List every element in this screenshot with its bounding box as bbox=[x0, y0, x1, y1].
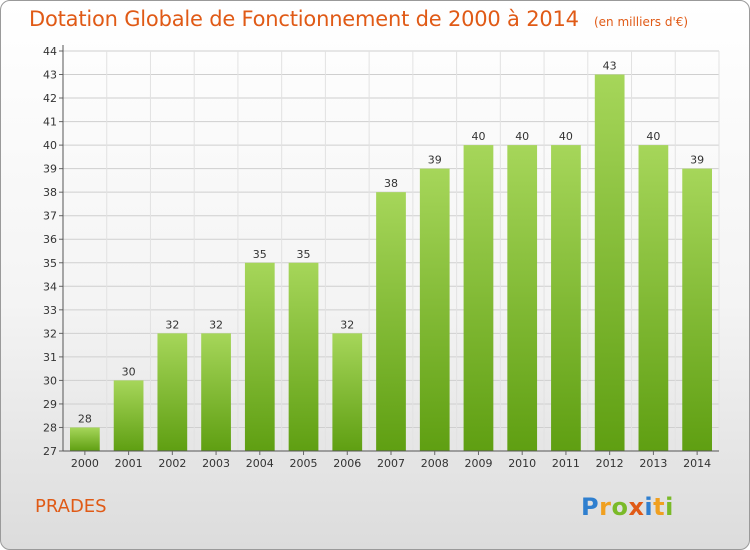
x-tick-label: 2014 bbox=[683, 457, 711, 470]
x-tick-label: 2010 bbox=[508, 457, 536, 470]
y-tick-label: 42 bbox=[43, 92, 57, 105]
bar-2003 bbox=[201, 333, 231, 451]
y-tick-label: 35 bbox=[43, 257, 57, 270]
x-tick-label: 2011 bbox=[552, 457, 580, 470]
x-tick-label: 2001 bbox=[115, 457, 143, 470]
bar-2012 bbox=[594, 74, 625, 451]
x-tick-label: 2004 bbox=[246, 457, 274, 470]
logo-letter: t bbox=[653, 493, 666, 521]
x-tick-label: 2007 bbox=[377, 457, 405, 470]
y-tick-label: 29 bbox=[43, 398, 57, 411]
bar-value-label: 40 bbox=[471, 130, 485, 143]
y-tick-label: 38 bbox=[43, 186, 57, 199]
x-tick-label: 2002 bbox=[158, 457, 186, 470]
bar-value-label: 40 bbox=[646, 130, 660, 143]
bar-value-label: 32 bbox=[165, 318, 179, 331]
y-tick-label: 37 bbox=[43, 210, 57, 223]
bar-2004 bbox=[244, 262, 275, 451]
bar-2011 bbox=[551, 145, 581, 451]
y-tick-label: 34 bbox=[43, 280, 57, 293]
x-tick-label: 2000 bbox=[71, 457, 99, 470]
x-tick-label: 2009 bbox=[464, 457, 492, 470]
bar-value-label: 35 bbox=[297, 248, 311, 261]
y-tick-label: 27 bbox=[43, 445, 57, 458]
logo-letter: x bbox=[628, 493, 645, 521]
y-tick-label: 32 bbox=[43, 327, 57, 340]
logo-letter: P bbox=[581, 493, 600, 521]
bar-value-label: 32 bbox=[340, 318, 354, 331]
bar-value-label: 39 bbox=[428, 154, 442, 167]
chart-subtitle: (en milliers d'€) bbox=[593, 15, 689, 29]
y-tick-label: 36 bbox=[43, 233, 57, 246]
bar-value-label: 35 bbox=[253, 248, 267, 261]
bar-2002 bbox=[157, 333, 188, 451]
x-tick-label: 2013 bbox=[639, 457, 667, 470]
commune-name: PRADES bbox=[35, 496, 107, 517]
bar-2000 bbox=[69, 427, 100, 451]
bar-value-label: 38 bbox=[384, 177, 398, 190]
bar-2006 bbox=[332, 333, 363, 451]
bar-2007 bbox=[376, 192, 406, 452]
bar-value-label: 30 bbox=[122, 365, 136, 378]
logo-letter: i bbox=[665, 493, 674, 521]
logo-letter: r bbox=[599, 493, 612, 521]
bar-2010 bbox=[507, 145, 538, 451]
title-row: Dotation Globale de Fonctionnement de 20… bbox=[29, 7, 688, 31]
bar-value-label: 28 bbox=[78, 412, 92, 425]
y-tick-label: 33 bbox=[43, 304, 57, 317]
y-tick-label: 30 bbox=[43, 374, 57, 387]
bar-2009 bbox=[463, 145, 494, 451]
chart-title: Dotation Globale de Fonctionnement de 20… bbox=[29, 7, 579, 31]
y-tick-label: 39 bbox=[43, 163, 57, 176]
bar-value-label: 39 bbox=[690, 154, 704, 167]
bar-value-label: 40 bbox=[515, 130, 529, 143]
proxiti-logo: Proxiti bbox=[581, 493, 674, 521]
y-tick-label: 43 bbox=[43, 69, 57, 82]
y-tick-label: 40 bbox=[43, 139, 57, 152]
bar-2005 bbox=[288, 262, 319, 451]
x-tick-label: 2012 bbox=[596, 457, 624, 470]
bar-value-label: 43 bbox=[603, 60, 617, 73]
y-tick-label: 44 bbox=[43, 45, 57, 58]
bar-2001 bbox=[113, 380, 144, 451]
y-tick-label: 31 bbox=[43, 351, 57, 364]
bar-value-label: 32 bbox=[209, 318, 223, 331]
logo-letter: o bbox=[611, 493, 629, 521]
bar-2013 bbox=[638, 145, 669, 451]
y-tick-label: 28 bbox=[43, 421, 57, 434]
logo-letter: i bbox=[644, 493, 654, 521]
x-tick-label: 2006 bbox=[333, 457, 361, 470]
y-tick-label: 41 bbox=[43, 116, 57, 129]
bar-2014 bbox=[682, 168, 713, 451]
bar-value-label: 40 bbox=[559, 130, 573, 143]
x-tick-label: 2008 bbox=[421, 457, 449, 470]
x-tick-label: 2003 bbox=[202, 457, 230, 470]
bar-2008 bbox=[419, 168, 450, 451]
x-tick-label: 2005 bbox=[290, 457, 318, 470]
